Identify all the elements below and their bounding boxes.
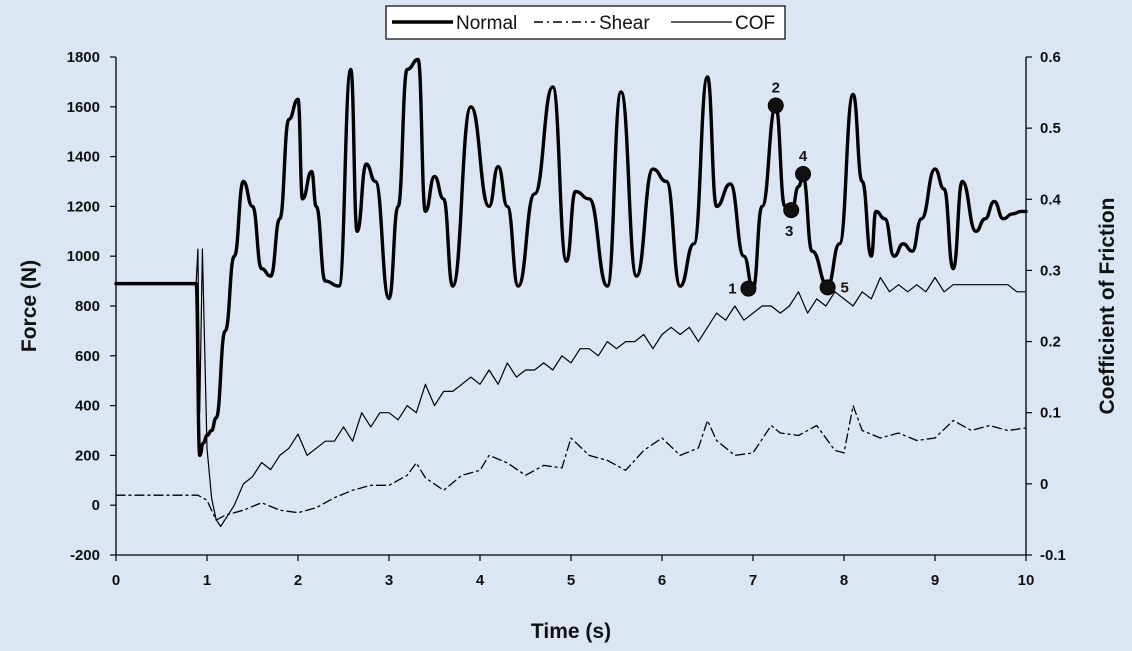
marker-point-4	[795, 166, 812, 183]
legend-label-normal: Normal	[456, 13, 517, 34]
x-tick-label: 1	[203, 572, 211, 589]
legend-label-cof: COF	[735, 13, 775, 34]
marker-label-4: 4	[799, 148, 808, 165]
y-axis-left-title: Force (N)	[18, 260, 41, 352]
y-left-tick-label: 400	[75, 398, 100, 415]
x-tick-label: 4	[476, 572, 485, 589]
x-tick-label: 3	[385, 572, 393, 589]
marker-label-5: 5	[840, 279, 848, 296]
marker-label-1: 1	[728, 281, 736, 298]
x-tick-label: 9	[931, 572, 939, 589]
y-axis-right-title: Coefficient of Friction	[1096, 198, 1119, 415]
y-left-tick-label: 1000	[67, 248, 100, 265]
legend: Normal Shear COF	[385, 5, 786, 40]
x-tick-label: 6	[658, 572, 666, 589]
series-layer	[114, 57, 1028, 528]
y-left-tick-label: 1600	[67, 99, 100, 116]
x-tick-label: 10	[1018, 572, 1035, 589]
y-right-tick-label: 0.3	[1040, 262, 1061, 279]
y-right-tick-label: 0.6	[1040, 49, 1061, 66]
x-tick-label: 7	[749, 572, 757, 589]
marker-label-2: 2	[772, 80, 780, 97]
x-tick-label: 8	[840, 572, 848, 589]
y-right-tick-label: -0.1	[1040, 547, 1066, 564]
axes-layer: 0 1 2 3 4 5 6 7 8 9 10-200020040060080010001200140…	[67, 49, 1066, 589]
marker-point-5	[819, 279, 836, 296]
y-right-tick-label: 0.5	[1040, 120, 1061, 137]
marker-point-2	[767, 97, 784, 114]
y-left-tick-label: 800	[75, 298, 100, 315]
y-left-tick-label: 1400	[67, 149, 100, 166]
marker-point-3	[783, 202, 800, 219]
x-tick-label: 5	[567, 572, 575, 589]
y-right-tick-label: 0.4	[1040, 191, 1062, 208]
legend-label-shear: Shear	[599, 13, 650, 34]
marker-point-1	[740, 280, 757, 297]
y-right-tick-label: 0.1	[1040, 405, 1061, 422]
y-right-tick-label: 0	[1040, 476, 1048, 493]
x-axis-title: Time (s)	[531, 620, 611, 643]
y-left-tick-label: 600	[75, 348, 100, 365]
y-left-tick-label: 1200	[67, 198, 100, 215]
y-left-tick-label: 1800	[67, 49, 100, 66]
y-left-tick-label: -200	[70, 547, 100, 564]
series-line-cof	[115, 248, 1027, 528]
x-tick-label: 2	[294, 572, 302, 589]
annotation-layer: 1 2 3 4 5	[728, 80, 849, 298]
marker-label-3: 3	[785, 223, 793, 240]
y-left-tick-label: 0	[92, 497, 100, 514]
x-tick-label: 0	[112, 572, 120, 589]
y-left-tick-label: 200	[75, 447, 100, 464]
series-line-shear	[115, 404, 1027, 521]
y-right-tick-label: 0.2	[1040, 334, 1061, 351]
series-line-normal	[114, 57, 1028, 458]
